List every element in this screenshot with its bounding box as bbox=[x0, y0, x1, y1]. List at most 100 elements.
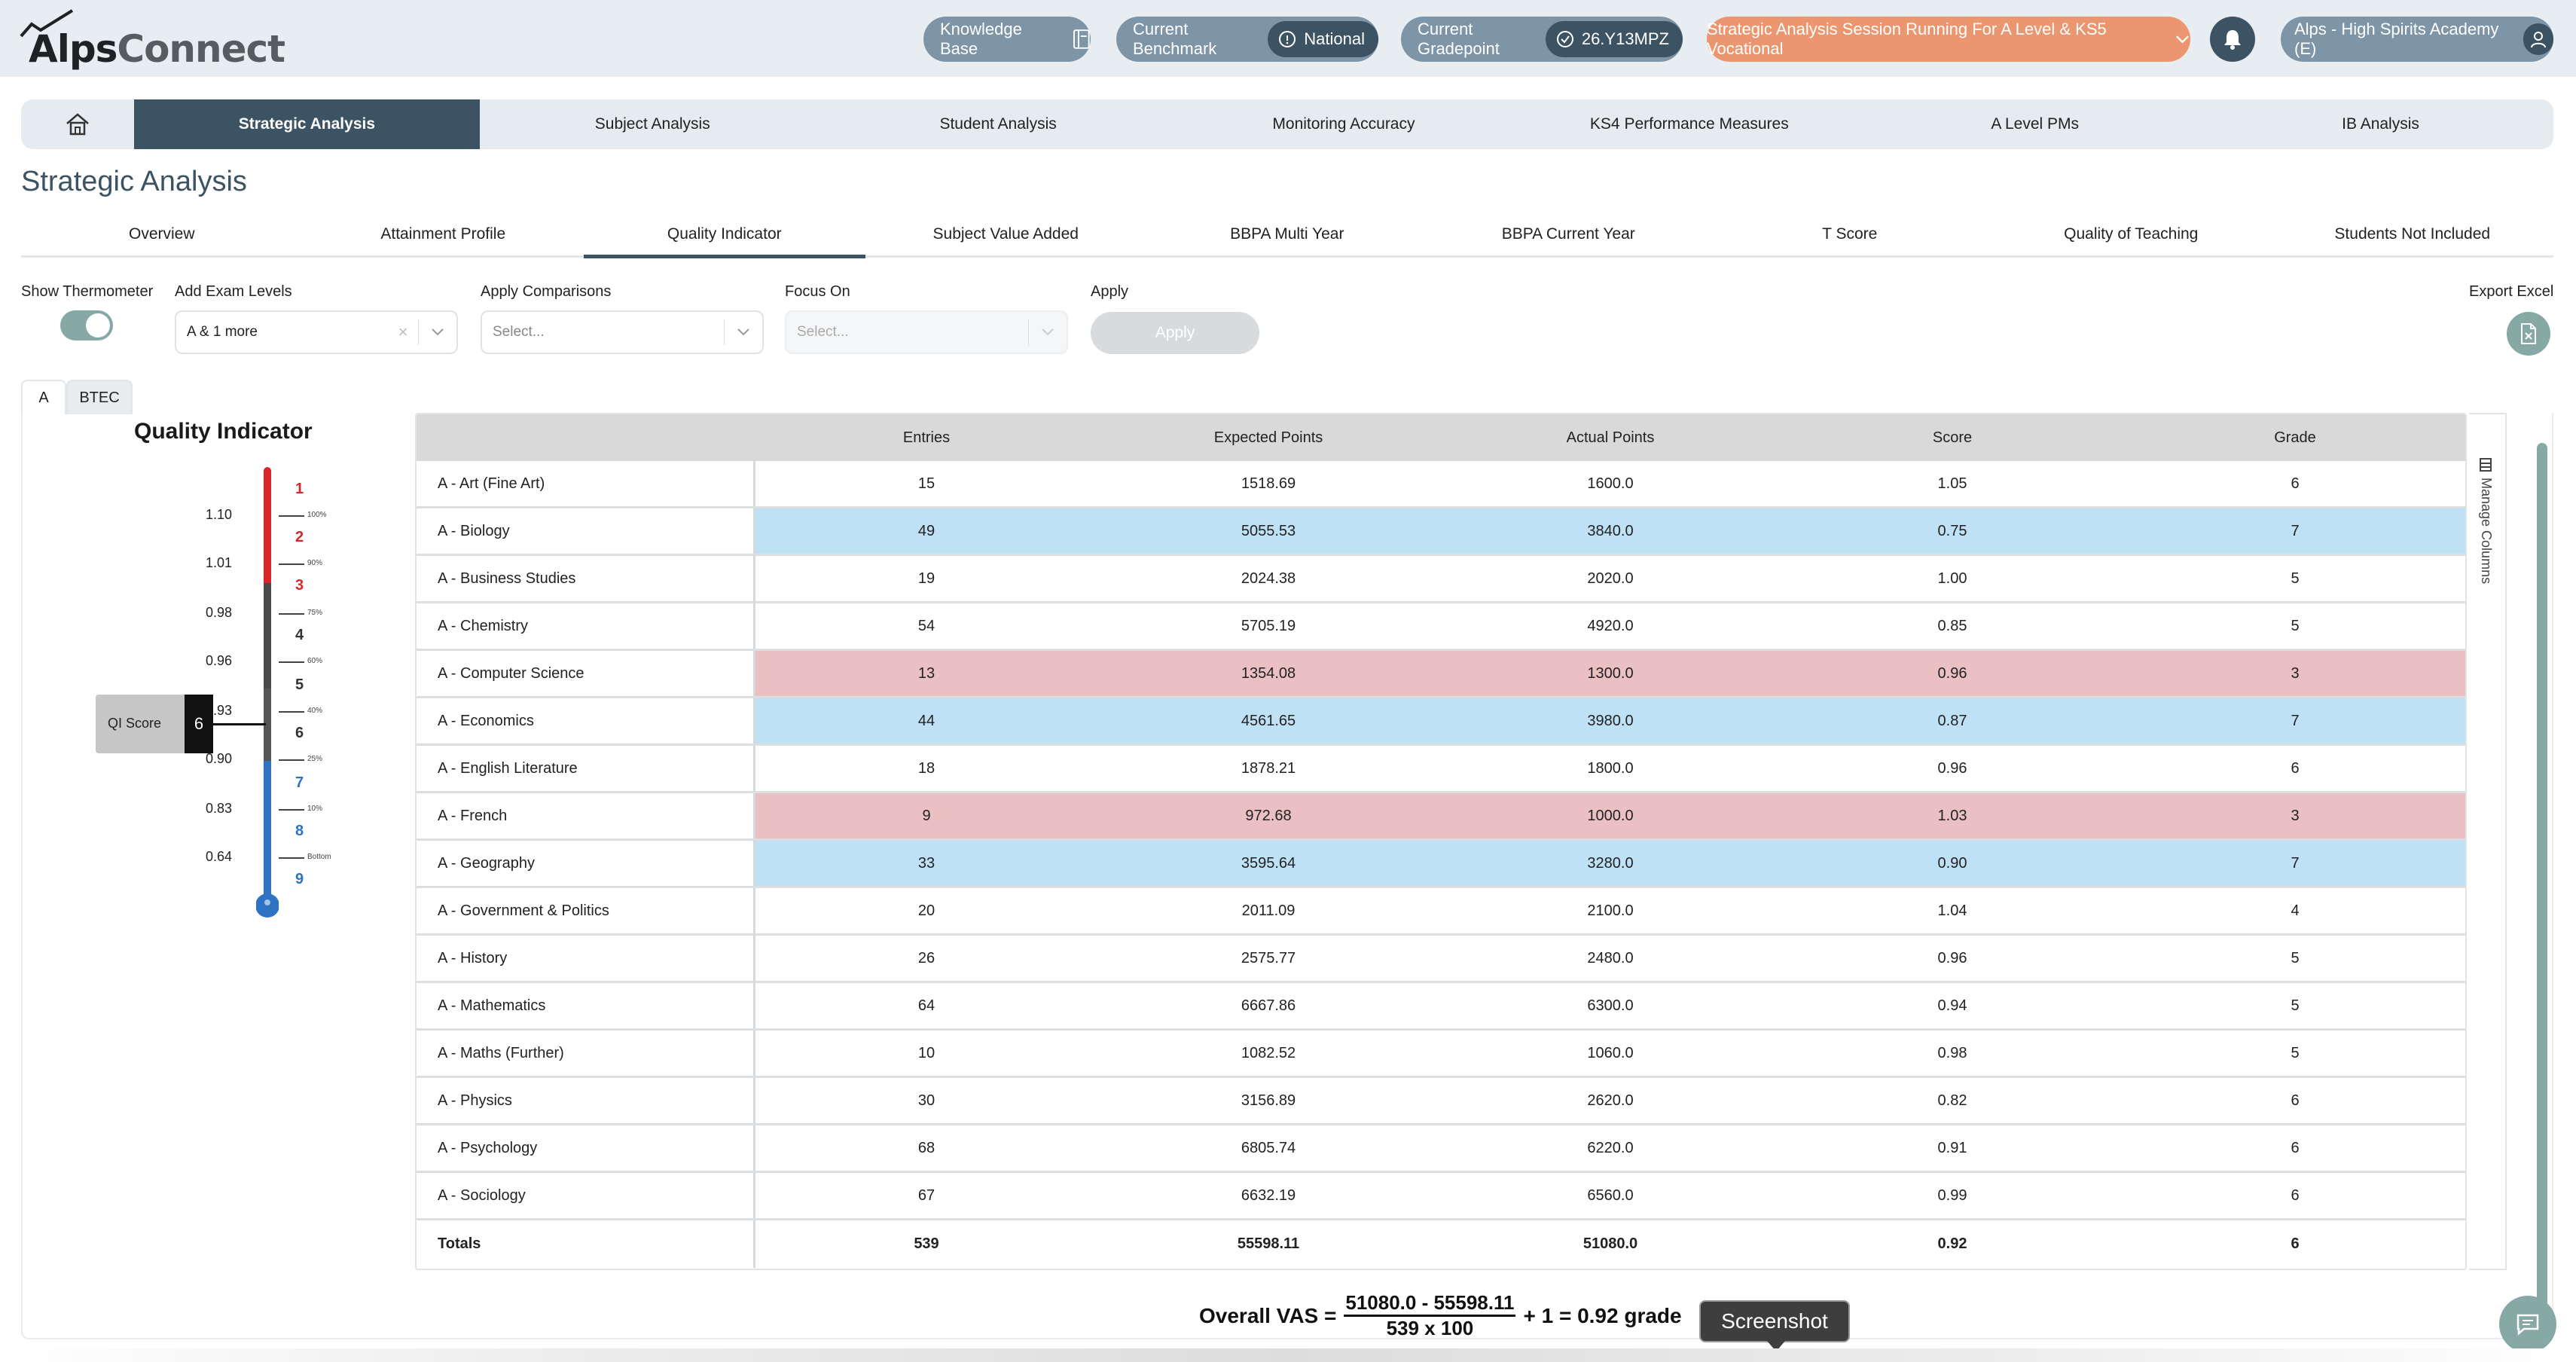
table-row[interactable]: A - Business Studies 19 2024.38 2020.0 1.00 5 bbox=[417, 556, 2465, 603]
table-row[interactable]: A - Mathematics 64 6667.86 6300.0 0.94 5 bbox=[417, 983, 2465, 1031]
header-expected-points[interactable]: Expected Points bbox=[1213, 429, 1323, 446]
thermometer-percentile: 75% bbox=[307, 609, 323, 617]
table-row[interactable]: A - Sociology 67 6632.19 6560.0 0.99 6 bbox=[417, 1173, 2465, 1220]
thermometer-grade: 9 bbox=[295, 871, 304, 887]
exam-tab-btec[interactable]: BTEC bbox=[66, 380, 133, 414]
thermometer-value: 0.64 bbox=[205, 849, 232, 864]
cell-entries: 10 bbox=[917, 1044, 935, 1061]
home-button[interactable] bbox=[21, 99, 134, 149]
table-row[interactable]: A - French 9 972.68 1000.0 1.03 3 bbox=[417, 793, 2465, 841]
logo-main-text: Alps bbox=[29, 27, 118, 71]
thermometer-tick bbox=[279, 857, 304, 859]
table-row[interactable]: A - Geography 33 3595.64 3280.0 0.90 7 bbox=[417, 841, 2465, 888]
header-score[interactable]: Score bbox=[1932, 429, 1973, 446]
nav-ks4-performance-measures[interactable]: KS4 Performance Measures bbox=[1589, 115, 1789, 133]
cell-score: 0.75 bbox=[1781, 508, 2123, 554]
manage-columns-sidebar[interactable]: Manage Columns bbox=[2469, 413, 2507, 1270]
show-thermometer-label: Show Thermometer bbox=[21, 283, 154, 300]
cell-entries: 26 bbox=[917, 949, 935, 967]
toggle-knob bbox=[86, 313, 110, 337]
nav-a-level-pms[interactable]: A Level PMs bbox=[1991, 115, 2080, 133]
chevron-down-icon[interactable] bbox=[725, 328, 762, 337]
cell-entries: 33 bbox=[755, 841, 1097, 886]
cell-score: 1.04 bbox=[1937, 902, 1967, 919]
bell-icon bbox=[2224, 30, 2241, 50]
focus-placeholder: Select... bbox=[797, 324, 849, 340]
current-gradepoint-pill[interactable]: Current Gradepoint 26.Y13MPZ bbox=[1401, 17, 1683, 62]
table-row[interactable]: A - Computer Science 13 1354.08 1300.0 0.96 3 bbox=[417, 651, 2465, 698]
tab-students-not-included[interactable]: Students Not Included bbox=[2334, 225, 2491, 243]
user-school-label: Alps - High Spirits Academy (E) bbox=[2294, 20, 2499, 58]
nav-subject-analysis[interactable]: Subject Analysis bbox=[594, 115, 710, 133]
cell-subject: A - Economics bbox=[417, 698, 755, 744]
thermometer-value: 0.98 bbox=[205, 605, 232, 620]
tab-attainment-profile[interactable]: Attainment Profile bbox=[380, 225, 506, 243]
comparisons-select[interactable]: Select... bbox=[481, 310, 764, 354]
tab-quality-indicator[interactable]: Quality Indicator bbox=[584, 212, 865, 258]
vertical-scrollbar[interactable] bbox=[2537, 443, 2547, 1323]
cell-grade: 6 bbox=[2291, 759, 2300, 777]
cell-actual: 1060.0 bbox=[1587, 1044, 1634, 1061]
totals-row[interactable]: Totals 539 55598.11 51080.0 0.92 6 bbox=[417, 1220, 2465, 1268]
exam-levels-value: A & 1 more bbox=[187, 324, 258, 340]
nav-student-analysis[interactable]: Student Analysis bbox=[939, 115, 1057, 133]
cell-actual: 1300.0 bbox=[1439, 651, 1781, 696]
table-row[interactable]: A - Maths (Further) 10 1082.52 1060.0 0.98 5 bbox=[417, 1031, 2465, 1078]
table-row[interactable]: A - Chemistry 54 5705.19 4920.0 0.85 5 bbox=[417, 603, 2465, 651]
cell-entries: 49 bbox=[755, 508, 1097, 554]
header-entries[interactable]: Entries bbox=[902, 429, 951, 446]
table-row[interactable]: A - Biology 49 5055.53 3840.0 0.75 7 bbox=[417, 508, 2465, 556]
current-benchmark-pill[interactable]: Current Benchmark National bbox=[1116, 17, 1378, 62]
tab-subject-value-added[interactable]: Subject Value Added bbox=[932, 225, 1079, 243]
chevron-down-icon[interactable] bbox=[419, 328, 456, 337]
cell-expected: 2011.09 bbox=[1241, 902, 1296, 919]
show-thermometer-toggle[interactable] bbox=[60, 310, 113, 340]
nav-monitoring-accuracy[interactable]: Monitoring Accuracy bbox=[1272, 115, 1415, 133]
chat-button[interactable] bbox=[2499, 1296, 2556, 1353]
table-row[interactable]: A - Government & Politics 20 2011.09 2100.0… bbox=[417, 888, 2465, 936]
header-grade[interactable]: Grade bbox=[2274, 429, 2316, 446]
table-row[interactable]: A - Economics 44 4561.65 3980.0 0.87 7 bbox=[417, 698, 2465, 746]
tab-quality-of-teaching[interactable]: Quality of Teaching bbox=[2064, 225, 2199, 243]
knowledge-base-button[interactable]: Knowledge Base bbox=[923, 17, 1091, 62]
cell-expected: 2024.38 bbox=[1241, 570, 1296, 587]
user-school-menu[interactable]: Alps - High Spirits Academy (E) bbox=[2281, 17, 2553, 62]
sub-tabs: Overview Attainment Profile Quality Indi… bbox=[21, 212, 2553, 258]
thermometer-grade: 8 bbox=[295, 823, 304, 839]
thermometer-value: 0.83 bbox=[205, 801, 232, 816]
export-excel-button[interactable] bbox=[2507, 312, 2550, 356]
alps-connect-logo[interactable]: AlpsConnect bbox=[20, 9, 285, 71]
cell-expected: 5705.19 bbox=[1241, 617, 1296, 634]
cell-entries: 44 bbox=[755, 698, 1097, 744]
thermometer-percentile: 40% bbox=[307, 707, 323, 715]
logo-chart-icon bbox=[20, 9, 74, 38]
focus-on-select[interactable]: Select... bbox=[785, 310, 1068, 354]
comparisons-placeholder: Select... bbox=[493, 324, 545, 340]
notifications-button[interactable] bbox=[2210, 17, 2255, 62]
table-row[interactable]: A - Art (Fine Art) 15 1518.69 1600.0 1.05 6 bbox=[417, 461, 2465, 508]
cell-subject: A - Psychology bbox=[417, 1125, 755, 1171]
header-actual-points[interactable]: Actual Points bbox=[1566, 429, 1655, 446]
cell-actual: 2100.0 bbox=[1587, 902, 1634, 919]
exam-levels-select[interactable]: A & 1 more × bbox=[175, 310, 458, 354]
exam-tab-a[interactable]: A bbox=[21, 380, 66, 414]
cell-subject: A - Mathematics bbox=[417, 983, 755, 1028]
table-row[interactable]: A - Psychology 68 6805.74 6220.0 0.91 6 bbox=[417, 1125, 2465, 1173]
focus-on-label: Focus On bbox=[785, 283, 850, 300]
gradepoint-value-chip: 26.Y13MPZ bbox=[1545, 21, 1683, 57]
tab-t-score[interactable]: T Score bbox=[1822, 225, 1878, 243]
tab-bbpa-multi-year[interactable]: BBPA Multi Year bbox=[1230, 225, 1344, 243]
content-panel bbox=[21, 413, 2553, 1339]
clear-icon[interactable]: × bbox=[398, 322, 408, 341]
table-row[interactable]: A - English Literature 18 1878.21 1800.0 0.9… bbox=[417, 746, 2465, 793]
session-dropdown[interactable]: Strategic Analysis Session Running For A… bbox=[1707, 17, 2190, 62]
table-row[interactable]: A - History 26 2575.77 2480.0 0.96 5 bbox=[417, 936, 2465, 983]
nav-ib-analysis[interactable]: IB Analysis bbox=[2342, 115, 2419, 133]
nav-strategic-analysis[interactable]: Strategic Analysis bbox=[133, 99, 480, 149]
qi-score-pointer bbox=[213, 723, 266, 725]
tab-bbpa-current-year[interactable]: BBPA Current Year bbox=[1501, 225, 1635, 243]
thermometer-percentile: 10% bbox=[307, 805, 323, 813]
tab-overview[interactable]: Overview bbox=[128, 225, 195, 243]
apply-button[interactable]: Apply bbox=[1091, 312, 1259, 354]
table-row[interactable]: A - Physics 30 3156.89 2620.0 0.82 6 bbox=[417, 1078, 2465, 1125]
